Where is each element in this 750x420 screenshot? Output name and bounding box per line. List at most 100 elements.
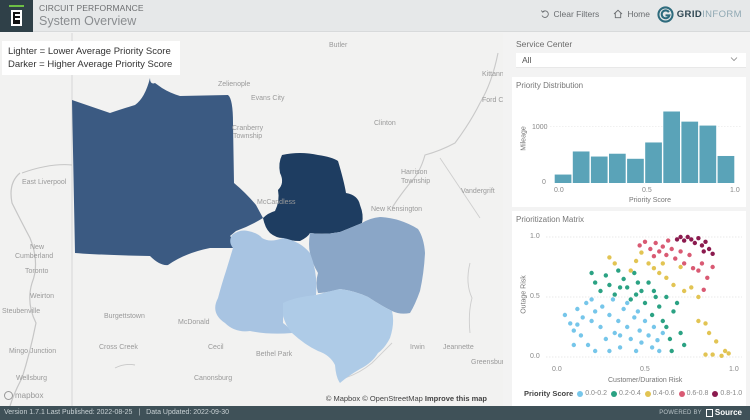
scatter-point[interactable] (660, 261, 665, 266)
scatter-point[interactable] (674, 237, 680, 242)
scatter-point[interactable] (592, 280, 598, 285)
scatter-point[interactable] (628, 336, 633, 342)
scatter-point[interactable] (603, 336, 609, 342)
scatter-point[interactable] (592, 348, 598, 354)
scatter-point[interactable] (646, 333, 651, 338)
legend-item[interactable]: 0.6-0.8 (678, 390, 708, 397)
scatter-point[interactable] (687, 252, 692, 258)
scatter-point[interactable] (632, 270, 637, 276)
scatter-point[interactable] (685, 234, 690, 240)
scatter-point[interactable] (696, 318, 701, 324)
scatter-point[interactable] (706, 246, 712, 252)
scatter-point[interactable] (621, 306, 626, 312)
scatter-point[interactable] (635, 309, 641, 314)
scatter-point[interactable] (639, 340, 644, 345)
scatter-point[interactable] (696, 294, 701, 300)
scatter-point[interactable] (703, 321, 708, 326)
scatter-point[interactable] (674, 300, 680, 306)
scatter-point[interactable] (575, 306, 580, 312)
scatter-point[interactable] (625, 324, 630, 330)
scatter-point[interactable] (637, 243, 642, 248)
scatter-point[interactable] (598, 288, 603, 294)
scatter-point[interactable] (722, 348, 728, 354)
scatter-point[interactable] (562, 312, 568, 318)
scatter-point[interactable] (664, 275, 669, 280)
scatter-point[interactable] (612, 292, 617, 297)
histogram-bar[interactable] (717, 155, 735, 183)
scatter-point[interactable] (657, 249, 662, 254)
scatter-point[interactable] (607, 312, 612, 318)
clear-filters-button[interactable]: Clear Filters (540, 9, 599, 19)
scatter-point[interactable] (616, 318, 621, 324)
scatter-point[interactable] (657, 270, 662, 276)
scatter-point[interactable] (571, 342, 576, 348)
scatter-point[interactable] (696, 268, 701, 273)
scatter-point[interactable] (710, 352, 715, 357)
scatter-point[interactable] (678, 264, 683, 270)
scatter-point[interactable] (575, 322, 580, 327)
scatter-point[interactable] (657, 348, 662, 354)
circuit-map[interactable]: Lighter = Lower Average Priority Score D… (0, 33, 503, 406)
home-button[interactable]: Home (613, 9, 650, 19)
scatter-point[interactable] (568, 321, 573, 326)
scatter-point[interactable] (690, 266, 696, 271)
scatter-point[interactable] (710, 264, 715, 270)
scatter-point[interactable] (681, 261, 687, 266)
scatter-point[interactable] (651, 288, 657, 294)
scatter-point[interactable] (660, 244, 665, 249)
scatter-point[interactable] (692, 240, 698, 246)
scatter-point[interactable] (633, 292, 639, 297)
histogram-bar[interactable] (627, 158, 644, 183)
scatter-point[interactable] (664, 252, 669, 258)
scatter-point[interactable] (705, 275, 710, 280)
histogram-bar[interactable] (645, 142, 662, 183)
scatter-point[interactable] (651, 324, 657, 330)
scatter-point[interactable] (637, 328, 642, 333)
legend-item[interactable]: 0.0-0.2 (577, 390, 607, 397)
scatter-point[interactable] (598, 324, 603, 330)
scatter-point[interactable] (681, 288, 687, 294)
scatter-point[interactable] (607, 348, 612, 354)
scatter-point[interactable] (580, 315, 585, 320)
scatter-point[interactable] (571, 328, 576, 333)
scatter-point[interactable] (589, 318, 594, 324)
scatter-point[interactable] (642, 239, 648, 244)
scatter-point[interactable] (678, 330, 683, 336)
scatter-point[interactable] (646, 261, 651, 266)
scatter-point[interactable] (648, 246, 653, 252)
scatter-point[interactable] (701, 249, 706, 254)
histogram-bar[interactable] (554, 174, 572, 183)
scatter-point[interactable] (655, 338, 660, 343)
scatter-point[interactable] (625, 285, 630, 290)
scatter-point[interactable] (589, 270, 594, 276)
scatter-point[interactable] (681, 342, 687, 348)
scatter-point[interactable] (616, 268, 621, 273)
scatter-point[interactable] (632, 315, 637, 320)
scatter-point[interactable] (633, 258, 639, 264)
scatter-point[interactable] (607, 282, 612, 288)
scatter-point[interactable] (703, 239, 708, 244)
scatter-point[interactable] (651, 266, 657, 271)
scatter-point[interactable] (585, 342, 591, 348)
scatter-point[interactable] (651, 254, 657, 259)
scatter-point[interactable] (584, 300, 589, 306)
scatter-point[interactable] (699, 261, 705, 266)
scatter-point[interactable] (657, 304, 662, 309)
scatter-point[interactable] (678, 249, 683, 254)
scatter-point[interactable] (706, 330, 712, 336)
scatter-point[interactable] (612, 330, 617, 336)
priority-distribution-chart[interactable] (512, 77, 746, 207)
scatter-point[interactable] (719, 353, 724, 358)
scatter-point[interactable] (617, 285, 623, 290)
app-logo[interactable] (0, 0, 33, 32)
scatter-point[interactable] (639, 288, 644, 294)
scatter-point[interactable] (669, 348, 674, 354)
scatter-point[interactable] (635, 280, 641, 285)
improve-map-link[interactable]: Improve this map (424, 394, 487, 403)
scatter-point[interactable] (678, 234, 683, 240)
scatter-point[interactable] (714, 339, 719, 344)
scatter-point[interactable] (696, 236, 701, 241)
legend-item[interactable]: 0.2-0.4 (610, 390, 641, 397)
scatter-point[interactable] (639, 250, 644, 255)
scatter-point[interactable] (628, 268, 633, 273)
